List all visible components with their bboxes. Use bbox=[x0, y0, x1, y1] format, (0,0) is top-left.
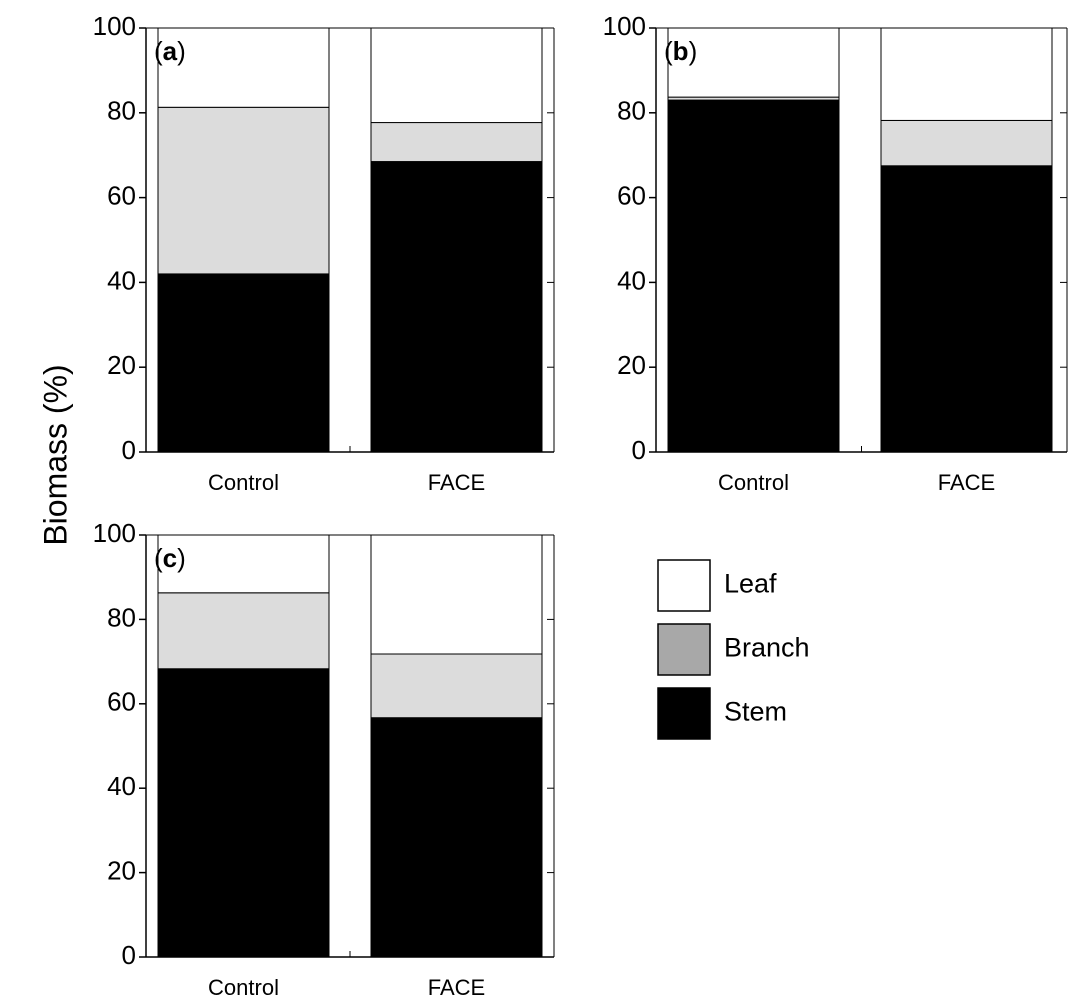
panel-tag-close: ) bbox=[689, 36, 698, 66]
bar-segment-branch-face bbox=[880, 119, 1053, 167]
x-category-label: FACE bbox=[428, 470, 485, 495]
y-tick-label: 100 bbox=[93, 518, 136, 548]
panel-tag-letter: c bbox=[163, 543, 177, 573]
y-tick-label: 100 bbox=[603, 11, 646, 41]
y-axis-label: Biomass (%) bbox=[37, 364, 73, 545]
legend-swatch-branch bbox=[657, 623, 711, 676]
bar-segment-leaf-face bbox=[370, 534, 543, 655]
bar-segment-branch-control bbox=[157, 106, 330, 275]
y-tick-label: 40 bbox=[107, 265, 136, 295]
bar-segment-leaf-control bbox=[667, 27, 840, 98]
panel-c: 0 20 40 60 80 100 Control FACE (c) bbox=[93, 518, 555, 1000]
x-category-label: FACE bbox=[938, 470, 995, 495]
bar-segment-leaf-control bbox=[157, 27, 330, 108]
panel-tag-letter: b bbox=[673, 36, 689, 66]
bar-segment-stem-control bbox=[157, 273, 330, 453]
bar-segment-leaf-face bbox=[370, 27, 543, 124]
bar-segment-branch-face bbox=[370, 122, 543, 163]
legend-label-leaf: Leaf bbox=[724, 569, 777, 599]
y-tick-label: 0 bbox=[122, 435, 136, 465]
bar-segment-stem-control bbox=[157, 668, 330, 958]
y-tick-label: 0 bbox=[122, 940, 136, 970]
panel-tag-close: ) bbox=[177, 36, 186, 66]
bar-segment-stem-face bbox=[370, 161, 543, 453]
y-tick-label: 100 bbox=[93, 11, 136, 41]
panel-tag-open: ( bbox=[664, 36, 673, 66]
bar-segment-stem-face bbox=[370, 717, 543, 958]
x-category-label: FACE bbox=[428, 975, 485, 1000]
panel-tag-open: ( bbox=[154, 543, 163, 573]
legend-swatch-leaf bbox=[657, 559, 711, 612]
legend-swatch-stem bbox=[657, 687, 711, 740]
panel-tag-letter: a bbox=[163, 36, 178, 66]
panel-b: 0 20 40 60 80 100 Control FACE (b) bbox=[603, 11, 1068, 495]
panel-a: 0 20 40 60 80 100 Control FACE (a) bbox=[93, 11, 555, 495]
y-tick-label: 20 bbox=[107, 350, 136, 380]
bar-segment-stem-control bbox=[667, 99, 840, 453]
y-tick-label: 80 bbox=[617, 96, 646, 126]
legend-label-stem: Stem bbox=[724, 697, 787, 727]
bar-segment-leaf-face bbox=[880, 27, 1053, 121]
y-tick-label: 60 bbox=[107, 687, 136, 717]
y-tick-label: 80 bbox=[107, 602, 136, 632]
legend: Leaf Branch Stem bbox=[657, 559, 810, 740]
y-tick-label: 40 bbox=[107, 771, 136, 801]
x-category-label: Control bbox=[718, 470, 789, 495]
bar-segment-leaf-control bbox=[157, 534, 330, 594]
x-category-label: Control bbox=[208, 470, 279, 495]
y-tick-label: 20 bbox=[107, 855, 136, 885]
bar-segment-branch-face bbox=[370, 653, 543, 719]
legend-label-branch: Branch bbox=[724, 633, 810, 663]
x-category-label: Control bbox=[208, 975, 279, 1000]
y-tick-label: 60 bbox=[617, 180, 646, 210]
panel-tag-open: ( bbox=[154, 36, 163, 66]
y-tick-label: 60 bbox=[107, 180, 136, 210]
panel-tag: (a) bbox=[154, 36, 186, 66]
bar-segment-stem-face bbox=[880, 165, 1053, 453]
panel-tag: (b) bbox=[664, 36, 697, 66]
bar-segment-branch-control bbox=[157, 592, 330, 670]
y-tick-label: 80 bbox=[107, 96, 136, 126]
panel-tag: (c) bbox=[154, 543, 186, 573]
y-tick-label: 20 bbox=[617, 350, 646, 380]
y-tick-label: 40 bbox=[617, 265, 646, 295]
y-tick-label: 0 bbox=[632, 435, 646, 465]
panel-tag-close: ) bbox=[177, 543, 186, 573]
